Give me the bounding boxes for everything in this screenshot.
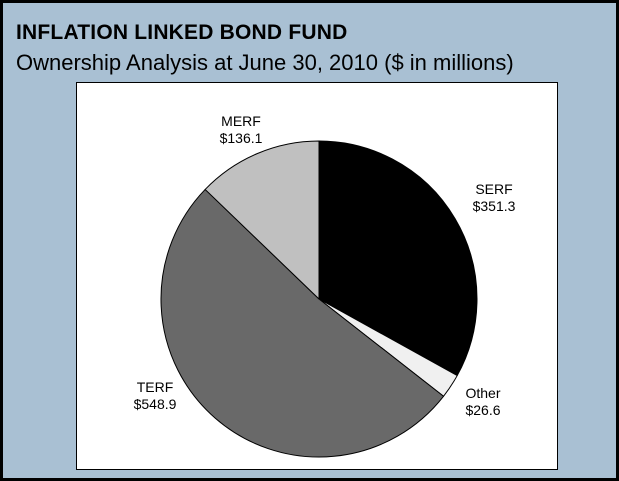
pie-slice-serf xyxy=(318,140,478,377)
pie-slice-merf xyxy=(204,140,320,300)
slice-label-merf-name: MERF xyxy=(221,113,261,129)
slice-label-serf-value: $351.3 xyxy=(472,198,516,214)
plot-area: MERF $136.1 SERF $351.3 Other $26.6 TERF… xyxy=(76,82,558,470)
slice-label-other: Other $26.6 xyxy=(465,385,500,419)
slice-label-serf-name: SERF xyxy=(475,181,513,197)
pie-chart xyxy=(160,140,478,458)
slice-label-merf: MERF $136.1 xyxy=(220,113,263,147)
chart-title: INFLATION LINKED BOND FUND xyxy=(16,21,348,44)
slice-label-terf: TERF $548.9 xyxy=(134,379,177,413)
slice-label-merf-value: $136.1 xyxy=(219,130,263,146)
chart-subtitle: Ownership Analysis at June 30, 2010 ($ i… xyxy=(16,50,514,75)
pie-slice-terf xyxy=(160,188,445,458)
slice-label-other-value: $26.6 xyxy=(465,402,501,418)
slice-label-serf: SERF $351.3 xyxy=(473,181,516,215)
slice-label-terf-value: $548.9 xyxy=(133,396,177,412)
slice-label-other-name: Other xyxy=(465,385,501,401)
slice-label-terf-name: TERF xyxy=(136,379,174,395)
